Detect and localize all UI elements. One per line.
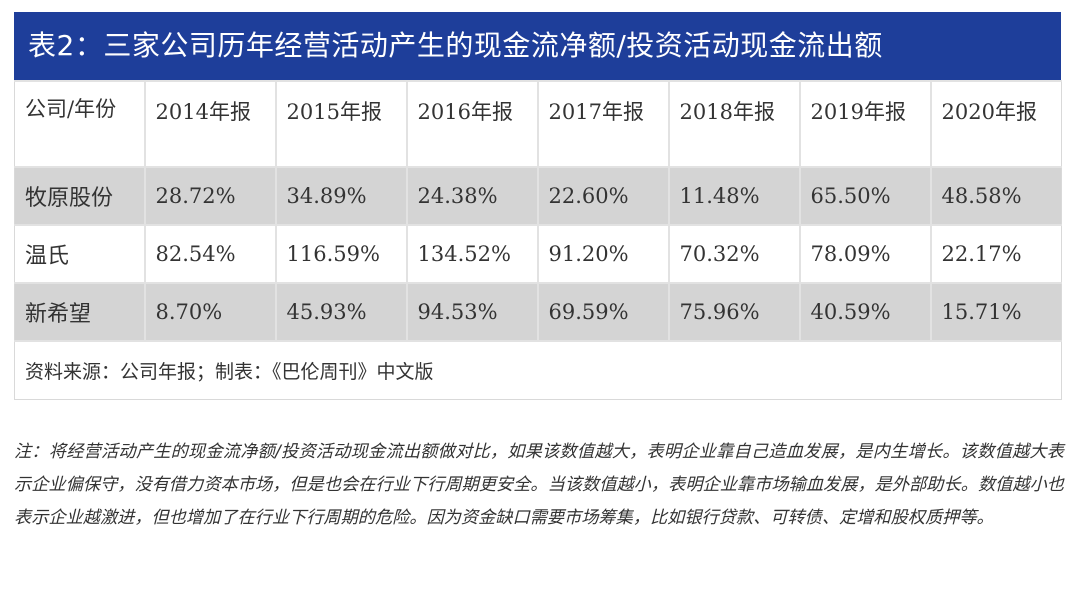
table-cell: 69.59% [536,282,669,341]
table-cell: 70.32% [667,224,800,283]
table-row: 新希望 8.70% 45.93% 94.53% 69.59% 75.96% 40… [14,282,1062,341]
table-cell: 116.59% [274,224,407,283]
table-cell: 40.59% [798,282,931,341]
table-cell: 48.58% [929,166,1062,225]
corner-header: 公司/年份 [14,80,145,167]
table-cell: 91.20% [536,224,669,283]
footnote: 注：将经营活动产生的现金流净额/投资活动现金流出额做对比，如果该数值越大，表明企… [14,442,1064,528]
table-title: 表2：三家公司历年经营活动产生的现金流净额/投资活动现金流出额 [14,12,1061,80]
year-header: 2015年报 [274,80,407,167]
company-name: 温氏 [14,224,145,283]
source-row: 资料来源：公司年报；制表：《巴伦周刊》中文版 [14,340,1062,400]
company-name: 牧原股份 [14,166,145,225]
table-cell: 45.93% [274,282,407,341]
table-cell: 78.09% [798,224,931,283]
year-header: 2020年报 [929,80,1062,167]
year-header: 2018年报 [667,80,800,167]
table-row: 温氏 82.54% 116.59% 134.52% 91.20% 70.32% … [14,224,1062,283]
cashflow-table: 公司/年份 2014年报 2015年报 2016年报 2017年报 2018年报… [14,80,1062,400]
table-cell: 11.48% [667,166,800,225]
table-cell: 34.89% [274,166,407,225]
table-cell: 134.52% [405,224,538,283]
year-header: 2019年报 [798,80,931,167]
table-cell: 8.70% [143,282,276,341]
table-cell: 94.53% [405,282,538,341]
table-cell: 22.60% [536,166,669,225]
table-row: 牧原股份 28.72% 34.89% 24.38% 22.60% 11.48% … [14,166,1062,225]
table-cell: 15.71% [929,282,1062,341]
year-header: 2014年报 [143,80,276,167]
table-cell: 22.17% [929,224,1062,283]
year-header: 2017年报 [536,80,669,167]
year-header: 2016年报 [405,80,538,167]
source-note: 资料来源：公司年报；制表：《巴伦周刊》中文版 [14,340,1062,400]
company-name: 新希望 [14,282,145,341]
table-cell: 24.38% [405,166,538,225]
table-cell: 75.96% [667,282,800,341]
table-cell: 28.72% [143,166,276,225]
table-header-row: 公司/年份 2014年报 2015年报 2016年报 2017年报 2018年报… [14,80,1062,167]
table-cell: 82.54% [143,224,276,283]
table-cell: 65.50% [798,166,931,225]
